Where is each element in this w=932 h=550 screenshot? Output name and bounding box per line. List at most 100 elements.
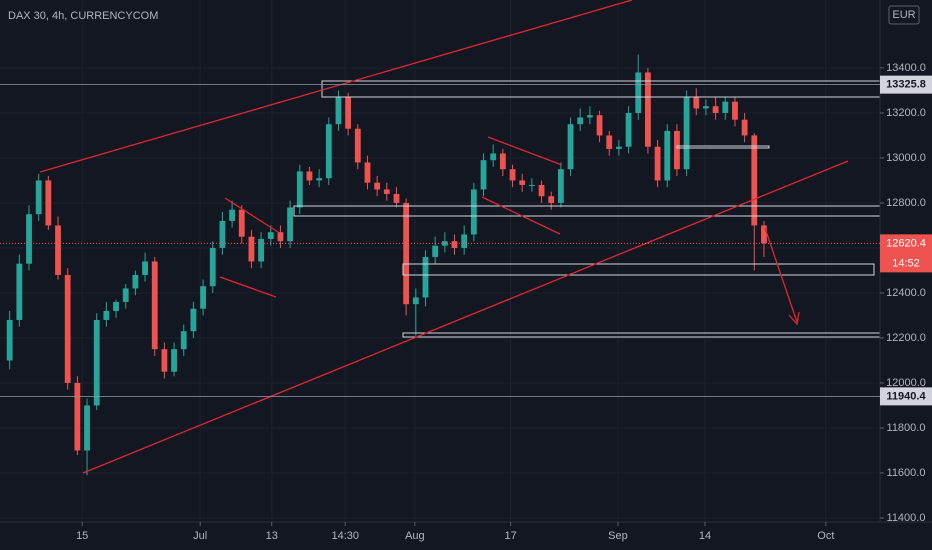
trend-line: [481, 196, 561, 235]
candle-body: [499, 153, 506, 170]
x-tick-label: 14: [699, 530, 711, 542]
candle-body: [422, 256, 429, 298]
candle-body: [6, 319, 13, 361]
candle-body: [306, 171, 313, 181]
candle-body: [277, 232, 284, 242]
y-tick-label: 11400.0: [887, 512, 926, 524]
y-tick-label: 13200.0: [886, 107, 926, 119]
y-tick-label: 13000.0: [886, 152, 926, 164]
arrow-head: [788, 311, 800, 326]
candle-body: [74, 382, 81, 451]
trend-lines: [39, 0, 849, 474]
currency-box[interactable]: [888, 5, 920, 25]
candle-body: [335, 97, 342, 125]
candle-body: [219, 220, 226, 248]
candle-body: [345, 97, 352, 129]
candle-body: [412, 297, 419, 305]
candle-body: [664, 130, 671, 181]
candle-body: [586, 115, 593, 118]
candle-body: [616, 146, 622, 149]
candle-body: [374, 182, 381, 190]
candle-body: [364, 162, 371, 183]
candle-body: [113, 301, 119, 311]
candle-body: [577, 117, 584, 125]
candle-body: [751, 135, 758, 226]
candle-body: [103, 310, 110, 320]
candle-body: [325, 124, 332, 179]
candle-body: [480, 160, 487, 190]
countdown: 14:52: [892, 257, 920, 269]
y-tick-label: 12400.0: [886, 287, 926, 299]
candle-body: [267, 232, 274, 239]
candle-body: [238, 209, 245, 237]
candle-body: [84, 405, 90, 451]
candle-body: [548, 196, 555, 203]
y-tick-label: 12000.0: [886, 377, 926, 389]
candle-body: [519, 180, 526, 185]
y-tick-label: 11800.0: [887, 422, 926, 434]
zone: [402, 263, 875, 276]
zone: [676, 145, 770, 149]
candle-body: [741, 119, 748, 136]
x-tick-label: 13: [266, 530, 278, 542]
price-label: 13325.8: [886, 79, 926, 91]
last-price-label: 12620.4: [886, 237, 926, 249]
currency[interactable]: EUR: [892, 9, 915, 21]
candle-body: [596, 115, 603, 136]
y-tick-label: 13400.0: [886, 62, 926, 74]
candle-body: [296, 171, 303, 208]
trend-line: [487, 136, 563, 166]
trend-line: [82, 160, 849, 474]
price-label-box: [880, 75, 932, 94]
candle-body: [461, 234, 468, 248]
candle-body: [606, 135, 613, 149]
candle-body: [35, 180, 42, 215]
candle-body: [645, 72, 651, 147]
candle-body: [64, 274, 71, 383]
candle-body: [393, 193, 400, 203]
candle-body: [93, 319, 100, 406]
x-tick-label: 14:30: [331, 530, 359, 542]
candle-body: [26, 214, 32, 264]
y-tick-label: 12200.0: [886, 332, 926, 344]
x-tick-label: Sep: [608, 530, 628, 542]
candle-body: [703, 106, 709, 109]
arrow: [764, 227, 798, 323]
x-tick-label: 15: [76, 530, 88, 542]
candle-body: [654, 146, 661, 181]
candle-body: [354, 128, 361, 163]
candle-body: [142, 261, 148, 275]
candle-body: [316, 178, 323, 181]
candle-body: [161, 349, 168, 372]
candle-body: [557, 169, 564, 203]
trend-line: [39, 0, 633, 173]
candle-body: [151, 261, 158, 350]
x-tick-label: 17: [504, 530, 516, 542]
trend-line: [224, 197, 279, 233]
candle-body: [122, 288, 129, 302]
y-tick-label: 12800.0: [886, 197, 926, 209]
candle-body: [258, 238, 264, 262]
x-tick-label: Jul: [193, 530, 207, 542]
candle-body: [761, 225, 767, 244]
candle-body: [683, 97, 690, 170]
candle-body: [693, 97, 700, 109]
candle-body: [451, 241, 458, 248]
candle-body: [625, 112, 632, 147]
candle-body: [190, 308, 197, 332]
candle-body: [712, 106, 719, 113]
candle-body: [45, 180, 52, 226]
candle-body: [509, 169, 516, 181]
candle-body: [470, 189, 477, 235]
candle-body: [732, 101, 738, 120]
candle-body: [635, 72, 642, 113]
candle-body: [16, 263, 23, 320]
candle-body: [229, 209, 235, 221]
candle-body: [490, 153, 497, 161]
price-label-box: [880, 387, 932, 406]
plot: [0, 0, 880, 522]
candle-body: [55, 225, 61, 275]
last-price-box: [880, 234, 932, 273]
candle-body: [383, 189, 390, 194]
